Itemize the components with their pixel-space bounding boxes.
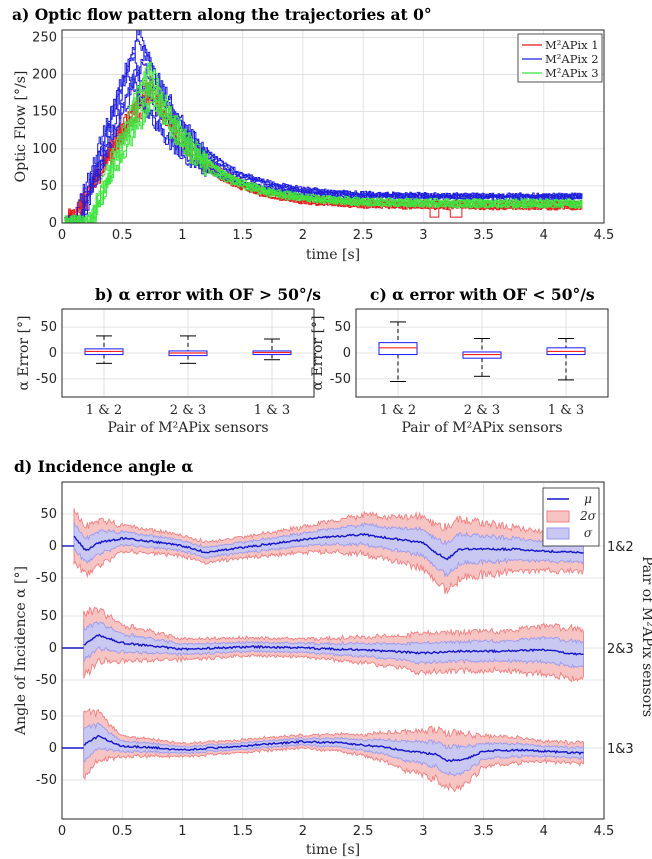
- chart-d-ytick-label: 50: [40, 609, 57, 624]
- chart-d-mu-line: [73, 532, 584, 561]
- chart-d-legend-label: μ: [584, 492, 592, 506]
- chart-d-xtick-label: 4: [540, 824, 548, 839]
- chart-a-legend-label: M²APix 2: [545, 52, 599, 66]
- chart-a-series-line: [64, 61, 583, 224]
- chart-a-legend-label: M²APix 1: [545, 38, 599, 52]
- chart-d-ytick-label: 50: [40, 709, 57, 724]
- chart-d-legend-label: σ: [584, 526, 593, 540]
- chart-d-xtick-label: 4.5: [594, 824, 615, 839]
- chart-a-xtick-label: 0.5: [112, 228, 133, 243]
- chart-b-xtick-label: 1 & 3: [254, 403, 290, 418]
- chart-d-panel-label: 1&2: [607, 540, 634, 555]
- chart-d-xtick-label: 1.5: [232, 824, 253, 839]
- chart-a-series-line: [64, 29, 583, 224]
- chart-b-xlabel: Pair of M²APix sensors: [107, 420, 268, 436]
- chart-a-ytick-label: 200: [32, 68, 57, 83]
- chart-c-xlabel: Pair of M²APix sensors: [401, 420, 562, 436]
- chart-d-xlabel: time [s]: [306, 842, 360, 858]
- chart-d-xtick-label: 0: [58, 824, 66, 839]
- chart-d-ytick-label: 0: [49, 641, 57, 656]
- chart-d-xtick-label: 2: [299, 824, 307, 839]
- chart-d-sigma-band: [83, 721, 584, 777]
- chart-a-legend-label: M²APix 3: [545, 66, 599, 80]
- chart-a-title: a) Optic flow pattern along the trajecto…: [12, 5, 432, 24]
- chart-d-ytick-label: -50: [36, 571, 57, 586]
- chart-d-sigma-band: [73, 521, 584, 578]
- chart-b-xtick-label: 1 & 2: [86, 403, 122, 418]
- chart-d-sigma-band: [83, 621, 584, 669]
- chart-d-xtick-label: 3.5: [473, 824, 494, 839]
- chart-d-legend-label: 2σ: [579, 509, 597, 523]
- chart-b-ylabel: α Error [°]: [16, 315, 32, 390]
- chart-d-legend-swatch: [546, 510, 570, 523]
- chart-d-ytick-label: 0: [49, 741, 57, 756]
- chart-a-ytick-label: 0: [49, 216, 57, 231]
- chart-d-legend-swatch: [546, 527, 570, 540]
- chart-d-ytick-label: -50: [36, 673, 57, 688]
- chart-d-mu-line: [83, 633, 584, 656]
- chart-a-xtick-label: 3.5: [473, 228, 494, 243]
- chart-b-xtick-label: 2 & 3: [170, 403, 206, 418]
- chart-c-title: c) α error with OF < 50°/s: [370, 285, 595, 304]
- chart-a-xtick-label: 2: [299, 228, 307, 243]
- chart-a-xtick-label: 1.5: [232, 228, 253, 243]
- chart-c-ytick-label: 50: [334, 320, 351, 335]
- chart-a-xtick-label: 1: [178, 228, 186, 243]
- chart-a-ytick-label: 150: [32, 105, 57, 120]
- chart-d-title: d) Incidence angle α: [14, 457, 193, 476]
- chart-a-ytick-label: 250: [32, 30, 57, 45]
- chart-c-xtick-label: 1 & 3: [548, 403, 584, 418]
- chart-a-ytick-label: 100: [32, 142, 57, 157]
- chart-d-panel-label: 1&3: [607, 742, 634, 757]
- chart-a-xlabel: time [s]: [306, 247, 360, 263]
- chart-b-ytick-label: 0: [49, 346, 57, 361]
- chart-a-series-line: [64, 62, 583, 224]
- chart-d-2sigma-band: [73, 508, 584, 595]
- chart-a-xtick-label: 4.5: [594, 228, 615, 243]
- chart-d-mu-line: [83, 734, 584, 763]
- chart-b-title: b) α error with OF > 50°/s: [95, 285, 321, 304]
- chart-a-legend-box: [517, 33, 603, 83]
- chart-c-xtick-label: 1 & 2: [380, 403, 416, 418]
- chart-a-xtick-label: 0: [58, 228, 66, 243]
- chart-c-xtick-label: 2 & 3: [464, 403, 500, 418]
- chart-d-ytick-label: -50: [36, 773, 57, 788]
- chart-d-xtick-label: 0.5: [112, 824, 133, 839]
- chart-c-axes-box: [355, 308, 609, 398]
- chart-c-box: [378, 342, 418, 356]
- chart-c-ytick-label: -50: [330, 372, 351, 387]
- chart-d-xtick-label: 1: [178, 824, 186, 839]
- chart-d-axes-box: [61, 481, 605, 820]
- chart-d-panel-label: 2&3: [607, 642, 634, 657]
- chart-b-ytick-label: -50: [36, 372, 57, 387]
- chart-d-xtick-label: 2.5: [353, 824, 374, 839]
- chart-b-axes-box: [61, 308, 315, 398]
- chart-a-xtick-label: 3: [419, 228, 427, 243]
- chart-a-axes-box: [61, 29, 605, 224]
- chart-a-ylabel: Optic Flow [°/s]: [13, 71, 29, 183]
- chart-d-ytick-label: 50: [40, 507, 57, 522]
- chart-d-xtick-label: 3: [419, 824, 427, 839]
- chart-a-xtick-label: 4: [540, 228, 548, 243]
- chart-a-ytick-label: 50: [40, 179, 57, 194]
- chart-d-right-label: Pair of M²APix sensors: [639, 556, 652, 717]
- chart-a-xtick-label: 2.5: [353, 228, 374, 243]
- chart-d-ylabel: Angle of Incidence α [°]: [13, 566, 29, 736]
- chart-c-ylabel: α Error [°]: [310, 315, 326, 390]
- chart-c-ytick-label: 0: [343, 346, 351, 361]
- chart-d-ytick-label: 0: [49, 539, 57, 554]
- chart-b-ytick-label: 50: [40, 320, 57, 335]
